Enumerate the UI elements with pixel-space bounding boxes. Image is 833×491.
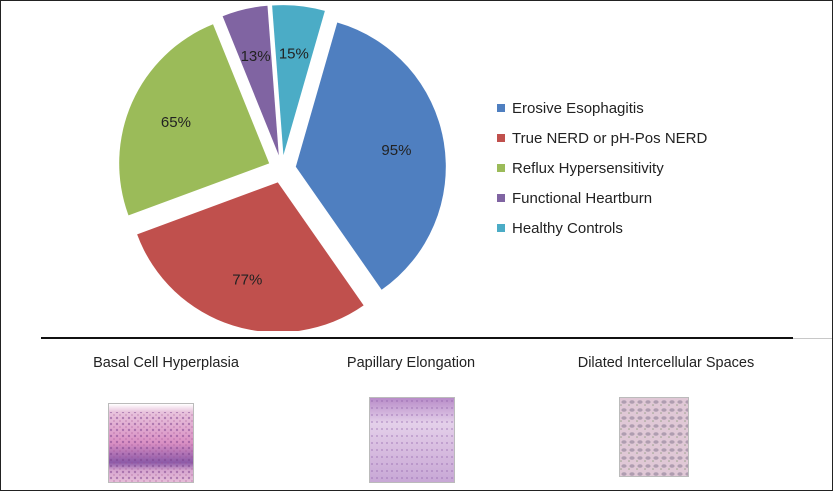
legend-item-true-nerd: True NERD or pH-Pos NERD <box>497 123 707 153</box>
pie-slice-reflux-hypersensitivity <box>119 24 270 216</box>
panel-title: Papillary Elongation <box>346 355 476 371</box>
pie-slice-functional-heartburn <box>222 5 279 156</box>
legend-swatch <box>497 134 505 142</box>
legend-item-erosive-esophagitis: Erosive Esophagitis <box>497 93 707 123</box>
divider-tail <box>793 338 832 339</box>
panel-title: Dilated Intercellular Spaces <box>577 355 755 371</box>
legend-label: Erosive Esophagitis <box>512 99 644 117</box>
slice-data-label: 13% <box>241 48 271 65</box>
pie-chart: 95% 77% 65% 13% 15% <box>119 5 446 331</box>
legend-item-reflux-hypersensitivity: Reflux Hypersensitivity <box>497 153 707 183</box>
panel-papillary-elongation: Papillary Elongation <box>306 355 516 371</box>
legend-item-healthy-controls: Healthy Controls <box>497 213 707 243</box>
panel-dilated-intercellular-spaces: Dilated Intercellular Spaces <box>546 355 786 371</box>
legend-label: True NERD or pH-Pos NERD <box>512 129 708 147</box>
legend-swatch <box>497 194 505 202</box>
legend: Erosive Esophagitis True NERD or pH-Pos … <box>497 93 707 243</box>
histology-image-papillary-elongation <box>369 397 455 483</box>
pie-slice-true-nerd-or-ph-pos-nerd <box>137 182 364 331</box>
histology-image-basal-cell-hyperplasia <box>108 403 194 483</box>
histology-image-dilated-intercellular-spaces <box>619 397 689 477</box>
slice-data-label: 65% <box>161 114 191 131</box>
legend-swatch <box>497 224 505 232</box>
legend-swatch <box>497 164 505 172</box>
slice-data-label: 95% <box>381 142 411 159</box>
pie-slice-healthy-controls <box>272 5 325 156</box>
legend-label: Reflux Hypersensitivity <box>512 159 664 177</box>
legend-swatch <box>497 104 505 112</box>
panel-basal-cell-hyperplasia: Basal Cell Hyperplasia <box>51 355 281 371</box>
slice-data-label: 15% <box>279 46 309 63</box>
panel-title: Basal Cell Hyperplasia <box>93 355 239 371</box>
divider <box>41 337 793 339</box>
pie-slice-erosive-esophagitis <box>295 22 446 290</box>
slice-data-label: 77% <box>232 272 262 289</box>
legend-label: Healthy Controls <box>512 219 623 237</box>
legend-label: Functional Heartburn <box>512 189 653 207</box>
legend-item-functional-heartburn: Functional Heartburn <box>497 183 707 213</box>
